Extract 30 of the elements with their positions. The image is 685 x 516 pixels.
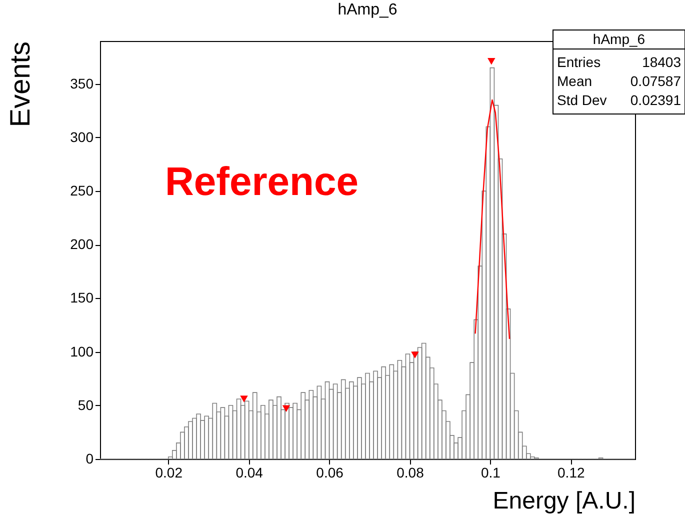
- chart-title: hAmp_6: [338, 2, 398, 18]
- y-tick-label: 100: [70, 343, 94, 360]
- annotation: 0.02391: [630, 92, 682, 108]
- annotation: Mean: [557, 73, 592, 89]
- annotation: Std Dev: [557, 92, 607, 108]
- x-tick-label: 0.12: [558, 464, 585, 480]
- annotation: 0.07587: [630, 73, 682, 89]
- annotation: Reference: [165, 160, 358, 204]
- line-series: [474, 99, 510, 340]
- point: [282, 405, 290, 412]
- x-tick-label: 0.1: [480, 464, 501, 480]
- y-tick-label: 300: [70, 128, 94, 145]
- point: [411, 352, 419, 358]
- y-tick-label: 350: [70, 75, 94, 92]
- y-tick-label: 0: [86, 450, 94, 466]
- x-tick-label: 0.08: [396, 464, 424, 480]
- y-tick-label: 50: [78, 396, 94, 413]
- x-tick-label: 0.02: [155, 464, 183, 480]
- y-axis-title: Events: [4, 42, 36, 128]
- point: [488, 58, 496, 65]
- x-tick-label: 0.04: [236, 464, 264, 480]
- x-tick-label: 0.06: [316, 464, 344, 480]
- y-tick-label: 250: [70, 182, 94, 199]
- point: [240, 396, 248, 402]
- x-axis-title: Energy [A.U.]: [492, 488, 636, 514]
- annotation: hAmp_6: [592, 31, 646, 47]
- text: 18403: [642, 54, 682, 70]
- y-tick-label: 200: [70, 236, 94, 252]
- annotation: Entries: [557, 54, 601, 70]
- y-tick-label: 150: [70, 290, 94, 306]
